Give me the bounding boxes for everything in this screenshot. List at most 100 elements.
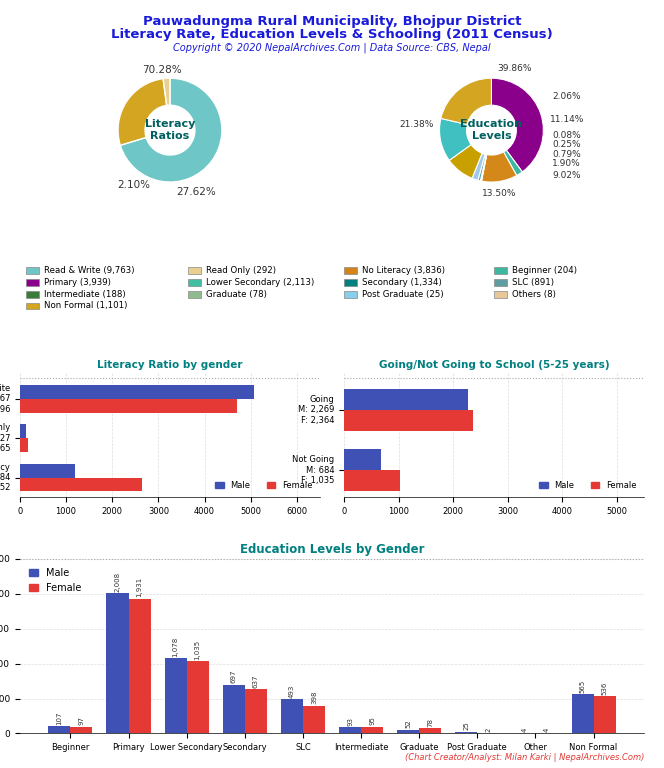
- Text: No Literacy (3,836): No Literacy (3,836): [362, 266, 445, 275]
- Bar: [494, 267, 507, 273]
- Text: 25: 25: [463, 722, 469, 730]
- Bar: [572, 694, 594, 733]
- Bar: [303, 706, 325, 733]
- Text: 107: 107: [56, 711, 62, 724]
- Text: 39.86%: 39.86%: [497, 65, 532, 73]
- Bar: [48, 726, 70, 733]
- Wedge shape: [472, 154, 485, 180]
- Text: 0.25%: 0.25%: [552, 141, 581, 149]
- Bar: [70, 727, 92, 733]
- Text: Beginner (204): Beginner (204): [512, 266, 577, 275]
- Bar: [20, 439, 27, 452]
- Text: Secondary (1,334): Secondary (1,334): [362, 278, 442, 287]
- Bar: [106, 594, 129, 733]
- Text: 4: 4: [521, 727, 527, 732]
- Bar: [245, 689, 267, 733]
- Text: 9.02%: 9.02%: [552, 171, 581, 180]
- Bar: [26, 303, 39, 310]
- Wedge shape: [503, 151, 523, 176]
- Text: 21.38%: 21.38%: [399, 121, 434, 130]
- Text: 0.08%: 0.08%: [552, 131, 581, 140]
- Wedge shape: [481, 154, 487, 181]
- Bar: [20, 385, 254, 399]
- Text: Read Only (292): Read Only (292): [206, 266, 276, 275]
- Text: 70.28%: 70.28%: [142, 65, 182, 75]
- Bar: [345, 280, 357, 286]
- Bar: [344, 410, 473, 431]
- Bar: [187, 661, 208, 733]
- Text: 13.50%: 13.50%: [482, 189, 517, 198]
- Wedge shape: [441, 78, 491, 124]
- Bar: [189, 267, 201, 273]
- Text: 4: 4: [544, 727, 550, 732]
- Text: 0.79%: 0.79%: [552, 150, 581, 158]
- Bar: [494, 280, 507, 286]
- Title: Literacy Ratio by gender: Literacy Ratio by gender: [97, 360, 243, 370]
- Wedge shape: [481, 154, 487, 181]
- Text: 27.62%: 27.62%: [176, 187, 216, 197]
- Bar: [165, 658, 187, 733]
- Bar: [20, 464, 74, 478]
- Bar: [189, 291, 201, 298]
- Wedge shape: [440, 118, 471, 161]
- Bar: [26, 291, 39, 298]
- Text: Others (8): Others (8): [512, 290, 556, 300]
- Text: 78: 78: [427, 717, 433, 727]
- Bar: [339, 727, 361, 733]
- Bar: [344, 389, 468, 410]
- Text: Graduate (78): Graduate (78): [206, 290, 267, 300]
- Bar: [361, 727, 383, 733]
- Text: 1,035: 1,035: [195, 640, 201, 660]
- Wedge shape: [118, 78, 167, 145]
- Text: 1,078: 1,078: [173, 637, 179, 657]
- Text: 93: 93: [347, 717, 353, 726]
- Text: SLC (891): SLC (891): [512, 278, 554, 287]
- Text: Primary (3,939): Primary (3,939): [44, 278, 110, 287]
- Text: Literacy
Ratios: Literacy Ratios: [145, 119, 195, 141]
- Text: Literacy Rate, Education Levels & Schooling (2011 Census): Literacy Rate, Education Levels & School…: [111, 28, 553, 41]
- Text: Intermediate (188): Intermediate (188): [44, 290, 125, 300]
- Legend: Male, Female: Male, Female: [536, 477, 640, 493]
- Bar: [26, 280, 39, 286]
- Text: Education
Levels: Education Levels: [460, 119, 523, 141]
- Bar: [345, 291, 357, 298]
- Bar: [129, 599, 151, 733]
- Bar: [345, 267, 357, 273]
- Bar: [344, 470, 400, 492]
- Text: Post Graduate (25): Post Graduate (25): [362, 290, 444, 300]
- Bar: [281, 699, 303, 733]
- Text: 95: 95: [369, 717, 375, 726]
- Bar: [222, 685, 245, 733]
- Bar: [20, 425, 26, 439]
- Text: Copyright © 2020 NepalArchives.Com | Data Source: CBS, Nepal: Copyright © 2020 NepalArchives.Com | Dat…: [173, 42, 491, 53]
- Text: 493: 493: [289, 684, 295, 697]
- Text: 697: 697: [231, 670, 237, 684]
- Wedge shape: [120, 78, 222, 182]
- Wedge shape: [478, 154, 486, 181]
- Text: 52: 52: [405, 720, 411, 728]
- Text: 398: 398: [311, 690, 317, 704]
- Text: 97: 97: [78, 717, 84, 725]
- Wedge shape: [481, 152, 517, 182]
- Bar: [494, 291, 507, 298]
- Wedge shape: [163, 78, 170, 105]
- Text: 2,008: 2,008: [114, 571, 120, 592]
- Text: Non Formal (1,101): Non Formal (1,101): [44, 302, 127, 310]
- Bar: [397, 730, 419, 733]
- Bar: [20, 399, 236, 412]
- Text: (Chart Creator/Analyst: Milan Karki | NepalArchives.Com): (Chart Creator/Analyst: Milan Karki | Ne…: [404, 753, 644, 762]
- Text: 1,931: 1,931: [137, 577, 143, 598]
- Legend: Male, Female: Male, Female: [25, 564, 86, 597]
- Text: 2.06%: 2.06%: [552, 92, 581, 101]
- Bar: [456, 732, 477, 733]
- Text: Read & Write (9,763): Read & Write (9,763): [44, 266, 134, 275]
- Text: 536: 536: [602, 681, 608, 694]
- Bar: [26, 267, 39, 273]
- Text: 2: 2: [485, 727, 491, 732]
- Title: Education Levels by Gender: Education Levels by Gender: [240, 544, 424, 556]
- Text: Lower Secondary (2,113): Lower Secondary (2,113): [206, 278, 314, 287]
- Bar: [20, 478, 142, 492]
- Wedge shape: [450, 144, 482, 178]
- Text: 11.14%: 11.14%: [550, 115, 584, 124]
- Bar: [344, 449, 381, 470]
